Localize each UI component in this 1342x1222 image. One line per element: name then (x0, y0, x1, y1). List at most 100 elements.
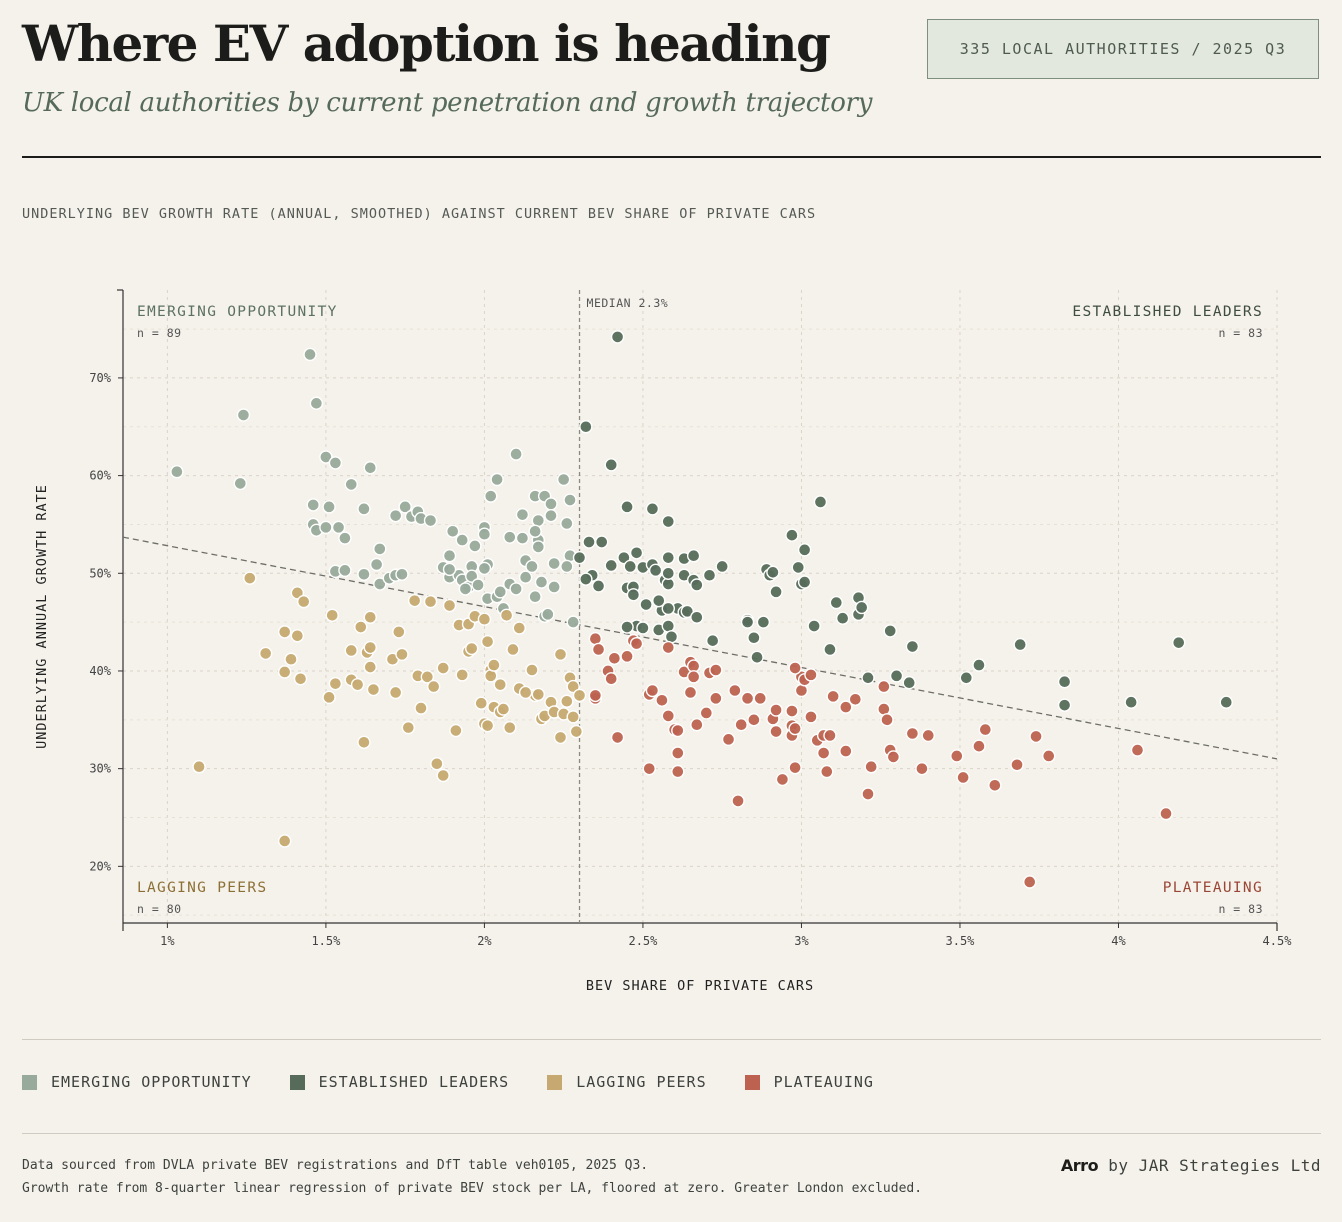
data-point (686, 670, 701, 684)
y-tick-label: 20% (89, 859, 111, 873)
data-point (499, 608, 514, 622)
data-point (284, 652, 298, 666)
data-point (423, 513, 438, 528)
data-point (338, 531, 352, 545)
data-point (959, 671, 974, 685)
data-point (553, 730, 568, 745)
x-tick-label: 1.5% (311, 934, 341, 948)
quadrant-label: PLATEAUING (1163, 880, 1263, 896)
data-point (734, 717, 748, 732)
data-point (690, 610, 704, 624)
data-point (426, 679, 441, 694)
data-point (547, 556, 561, 571)
data-point (1010, 758, 1024, 772)
brand-logo: Arro (1060, 1156, 1099, 1175)
axes: 1% 1.5% 2% 2.5% 3% 3.5% 4% 4.5% 20% 30% 40% 50% 60% 7… (34, 289, 1293, 994)
data-point (363, 660, 377, 674)
data-point (243, 571, 257, 585)
legend: EMERGING OPPORTUNITY ESTABLISHED LEADERS L… (22, 1073, 874, 1091)
data-point (373, 577, 387, 591)
data-point (446, 524, 460, 538)
data-point (423, 594, 438, 609)
x-tick-label: 2.5% (628, 934, 658, 948)
data-point (338, 563, 352, 578)
data-point (661, 709, 675, 723)
data-point (366, 682, 381, 697)
x-tick-label: 4.5% (1263, 934, 1293, 948)
data-point (306, 498, 320, 512)
quadrant-count: n = 89 (137, 326, 182, 340)
data-point (629, 546, 644, 560)
data-point (572, 550, 587, 565)
data-point (972, 739, 986, 753)
data-point (1057, 698, 1072, 712)
data-point (477, 527, 492, 541)
data-point (604, 672, 618, 686)
data-point (785, 704, 799, 718)
header-divider (22, 156, 1321, 158)
data-point (503, 720, 517, 735)
quadrant-count: n = 83 (1218, 902, 1263, 916)
data-point (816, 746, 831, 760)
data-point (591, 642, 606, 657)
legend-swatch (22, 1074, 37, 1090)
legend-swatch (547, 1074, 563, 1090)
data-point (839, 700, 853, 714)
trend-line (122, 536, 1278, 760)
footnote-line-2: Growth rate from 8-quarter linear regres… (22, 1181, 923, 1196)
data-point (629, 636, 644, 651)
data-point (388, 508, 403, 523)
data-point (889, 669, 904, 683)
data-point (728, 683, 742, 698)
legend-item: PLATEAUING (744, 1073, 874, 1091)
data-point (610, 330, 625, 344)
data-point (496, 702, 511, 716)
y-tick-label: 60% (89, 469, 111, 483)
data-point (395, 567, 409, 581)
footer-divider (22, 1133, 1321, 1134)
data-point (398, 500, 412, 514)
data-point (788, 760, 802, 775)
data-point (465, 641, 479, 656)
data-point (639, 597, 653, 612)
y-axis-label: UNDERLYING ANNUAL GROWTH RATE (34, 484, 50, 749)
data-point (319, 520, 333, 535)
data-point (480, 634, 495, 649)
reference-lines: MEDIAN 2.3% (122, 290, 1278, 923)
data-point (477, 612, 492, 626)
data-point (528, 590, 542, 604)
data-point (455, 533, 469, 547)
data-point (354, 620, 368, 634)
median-label: MEDIAN 2.3% (587, 296, 669, 310)
data-point (1013, 637, 1027, 652)
data-point (566, 710, 580, 724)
data-points (170, 330, 1233, 889)
data-point (328, 676, 343, 691)
data-point (905, 726, 920, 741)
data-point (512, 621, 526, 635)
data-point (449, 723, 463, 738)
legend-divider (22, 1039, 1321, 1040)
data-point (518, 570, 533, 584)
data-point (861, 787, 875, 801)
data-point (471, 578, 485, 592)
data-point (905, 639, 920, 654)
y-tick-label: 70% (89, 371, 111, 385)
data-point (797, 575, 812, 589)
data-point (826, 689, 840, 704)
chart-kicker: UNDERLYING BEV GROWTH RATE (ANNUAL, SMOO… (22, 206, 817, 222)
legend-label: PLATEAUING (773, 1073, 874, 1091)
data-point (1023, 875, 1037, 889)
data-point (233, 476, 248, 491)
data-point (604, 558, 618, 573)
data-point (525, 559, 539, 574)
data-point (506, 642, 520, 657)
data-point (442, 598, 457, 613)
data-point (595, 535, 609, 549)
data-point (560, 694, 574, 708)
data-point (750, 650, 764, 664)
data-point (775, 772, 790, 787)
data-point (436, 768, 450, 783)
data-point (823, 728, 837, 743)
data-point (531, 540, 546, 554)
